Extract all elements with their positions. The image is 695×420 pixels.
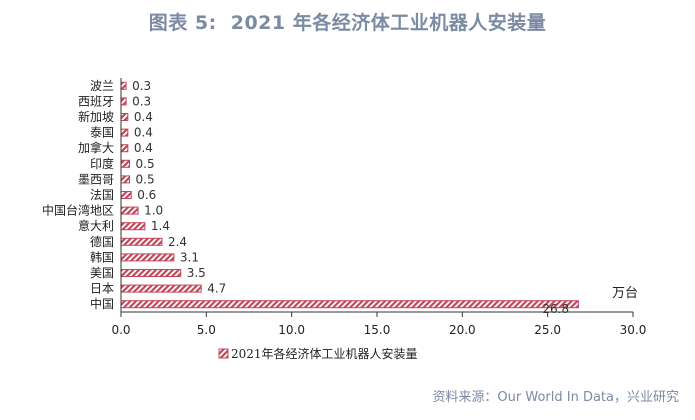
bar-5 [120, 159, 131, 168]
category-label-12: 美国 [90, 266, 114, 280]
category-label-0: 波兰 [90, 79, 114, 93]
x-tick-label-4: 20.0 [449, 323, 476, 337]
bar-10 [120, 237, 163, 246]
bar-0 [120, 81, 127, 90]
category-label-2: 新加坡 [78, 109, 114, 124]
data-label-7: 0.6 [137, 188, 156, 202]
category-label-14: 中国 [90, 296, 114, 311]
bar-1 [120, 97, 127, 106]
data-label-9: 1.4 [151, 219, 170, 233]
x-tick-label-2: 10.0 [278, 323, 305, 337]
legend-swatch [218, 348, 229, 359]
category-label-7: 法国 [90, 188, 114, 202]
data-label-6: 0.5 [136, 172, 155, 186]
category-label-8: 中国台湾地区 [42, 203, 114, 218]
figure-label: 图表 5: [148, 12, 217, 34]
bar-12 [120, 268, 182, 278]
data-label-0: 0.3 [132, 79, 151, 93]
data-label-8: 1.0 [144, 204, 163, 218]
category-label-9: 意大利 [78, 218, 114, 233]
data-label-12: 3.5 [187, 266, 206, 280]
data-label-10: 2.4 [168, 235, 187, 249]
bar-4 [120, 144, 129, 153]
x-tick-label-5: 25.0 [534, 323, 561, 337]
unit-annotation: 万台 [612, 286, 638, 301]
category-label-10: 德国 [90, 234, 114, 249]
bar-9 [120, 222, 146, 231]
data-label-3: 0.4 [134, 126, 153, 140]
x-tick-label-0: 0.0 [111, 323, 130, 337]
data-label-2: 0.4 [134, 110, 153, 124]
data-label-14: 26.8 [542, 302, 569, 316]
category-label-13: 日本 [90, 282, 114, 296]
category-label-4: 加拿大 [78, 140, 114, 155]
x-tick-label-1: 5.0 [197, 323, 216, 337]
category-label-1: 西班牙 [78, 94, 114, 108]
bar-11 [120, 253, 175, 262]
bar-2 [120, 112, 129, 122]
category-label-5: 印度 [90, 156, 114, 171]
bar-6 [120, 175, 131, 184]
data-label-11: 3.1 [180, 250, 199, 264]
bar-3 [120, 128, 129, 137]
source-note: 资料来源：Our World In Data，兴业研究 [432, 390, 679, 405]
chart-title: 2021 年各经济体工业机器人安装量 [230, 12, 547, 34]
category-label-6: 墨西哥 [78, 172, 114, 186]
category-label-3: 泰国 [90, 126, 114, 140]
x-tick-label-6: 30.0 [620, 323, 647, 337]
category-label-11: 韩国 [90, 249, 114, 264]
bar-14 [120, 300, 579, 309]
data-label-13: 4.7 [207, 282, 226, 296]
legend-label: 2021年各经济体工业机器人安装量 [231, 346, 418, 361]
data-label-5: 0.5 [136, 157, 155, 171]
bar-13 [120, 284, 202, 293]
bar-7 [120, 190, 132, 200]
bar-8 [120, 206, 139, 215]
x-tick-label-3: 15.0 [364, 323, 391, 337]
data-label-1: 0.3 [132, 94, 151, 108]
chart-title-row: 图表 5: 2021 年各经济体工业机器人安装量 [0, 8, 695, 35]
data-label-4: 0.4 [134, 141, 153, 155]
